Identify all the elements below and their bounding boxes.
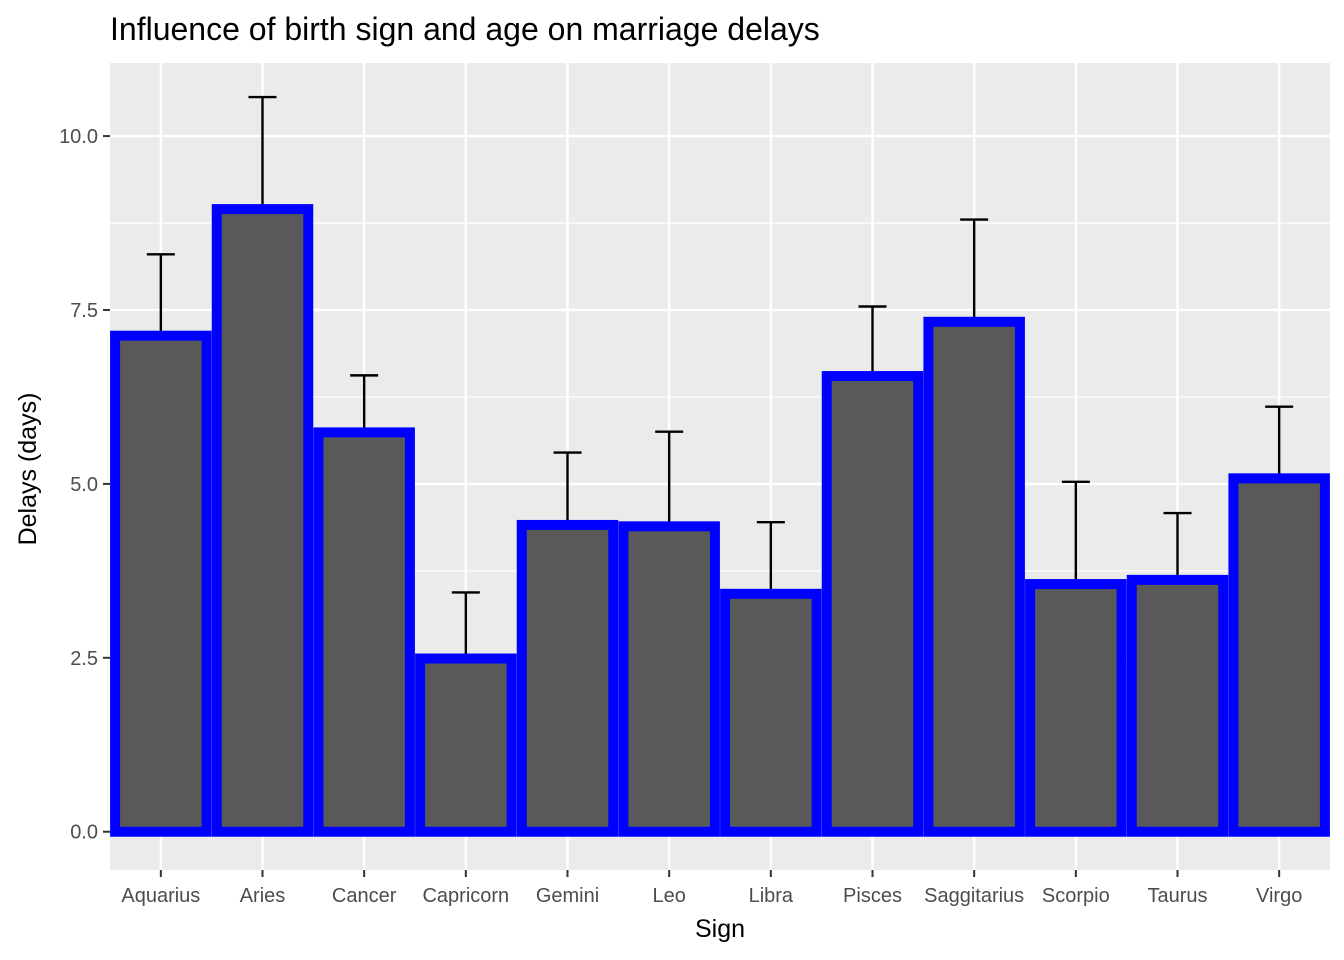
x-tick-label: Cancer [332,885,397,907]
bar-cancer [313,427,415,837]
bar-libra [720,588,822,837]
x-tick-label: Aries [240,885,286,907]
bar-taurus [1126,574,1229,837]
x-tick-label: Virgo [1256,885,1302,907]
bar-virgo [1228,473,1330,837]
y-tick-label: 5.0 [70,474,98,496]
bar-gemini [516,519,619,837]
x-tick-label: Taurus [1147,885,1207,907]
y-tick-label: 0.0 [70,822,98,844]
bar-scorpio [1025,579,1127,837]
panel-background [110,63,1330,870]
bar-aquarius [110,330,212,837]
x-tick-label: Saggitarius [924,885,1024,907]
bar-leo [618,521,720,837]
plot-panel: 0.0 2.5 5.0 7.5 10.0 Aquarius Aries Cancer Capri… [59,63,1330,907]
x-tick-label: Capricorn [422,885,509,907]
x-tick-label: Gemini [536,885,599,907]
bar-saggitarius [923,316,1025,837]
bar-capricorn [415,653,517,837]
x-tick-label: Aquarius [121,885,200,907]
y-tick-label: 10.0 [59,126,98,148]
x-tick-label: Pisces [843,885,902,907]
y-axis-title: Delays (days) [14,393,42,546]
y-tick-label: 2.5 [70,648,98,670]
bar-pisces [821,371,924,837]
x-tick-label: Libra [749,885,794,907]
x-axis-title: Sign [695,915,745,943]
chart-title: Influence of birth sign and age on marri… [110,11,820,47]
y-tick-label: 7.5 [70,300,98,322]
x-tick-label: Leo [652,885,685,907]
bar-aries [211,204,314,837]
x-tick-label: Scorpio [1042,885,1110,907]
